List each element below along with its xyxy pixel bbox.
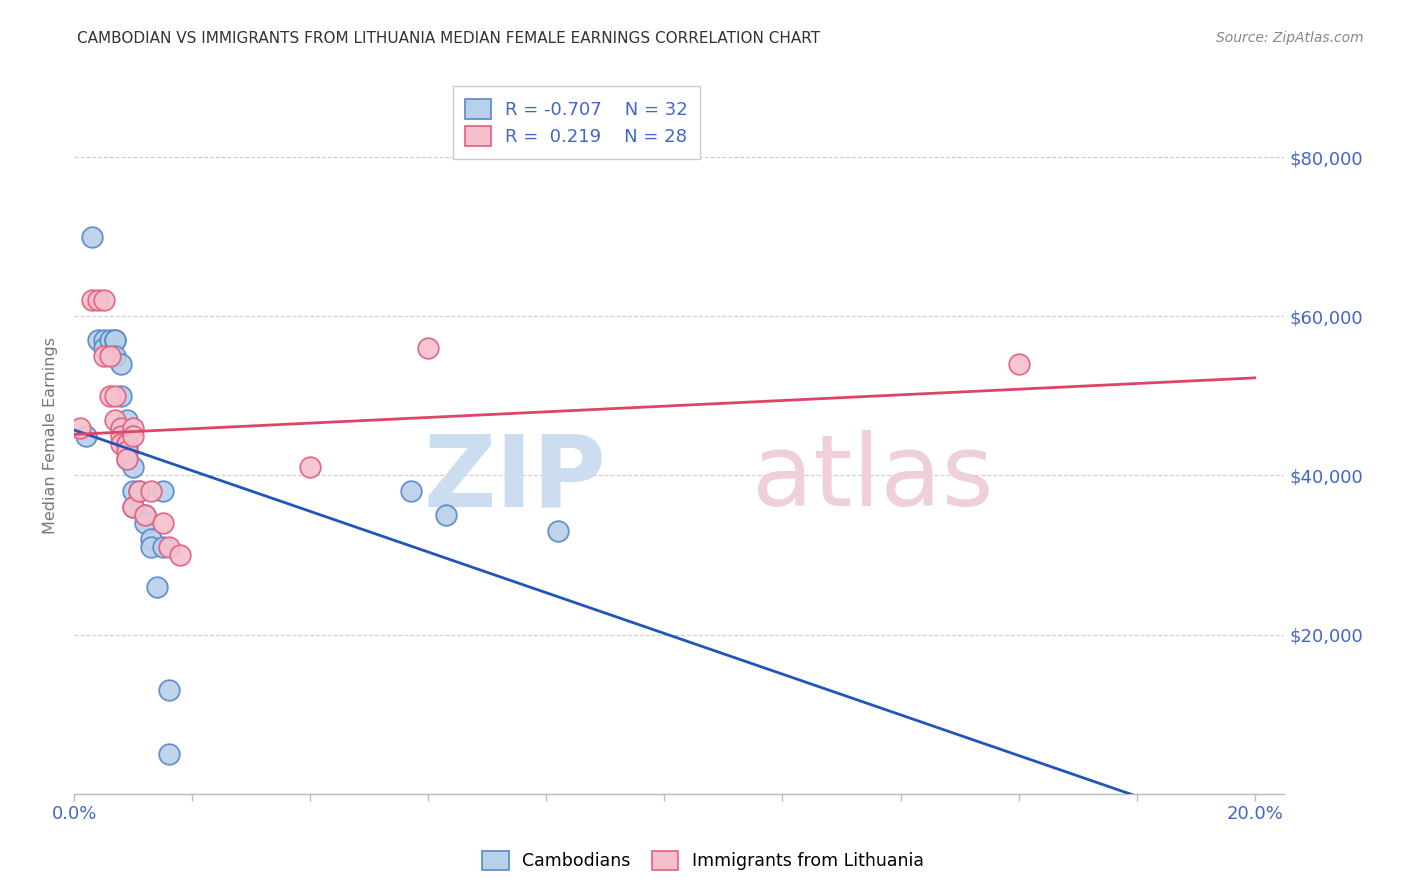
Point (104, 412, 127, 426)
Point (98, 333, 121, 347)
Point (98, 349, 121, 363)
Point (547, 524, 569, 538)
Point (134, 508, 156, 523)
Point (122, 500, 145, 515)
Point (86, 293, 108, 308)
Point (122, 460, 145, 475)
Point (115, 436, 138, 450)
Point (157, 540, 180, 554)
Point (418, 341, 440, 355)
Point (434, 508, 457, 523)
Point (110, 436, 132, 450)
Point (80, 229, 103, 244)
Point (128, 484, 150, 499)
Point (75, 428, 97, 442)
Point (1007, 357, 1029, 371)
Point (104, 349, 127, 363)
Point (157, 747, 180, 761)
Point (128, 484, 150, 499)
Point (110, 420, 132, 434)
Point (86, 333, 108, 347)
Text: atlas: atlas (752, 430, 994, 527)
Y-axis label: Median Female Earnings: Median Female Earnings (44, 337, 58, 534)
Point (115, 444, 138, 458)
Point (122, 428, 145, 442)
Text: CAMBODIAN VS IMMIGRANTS FROM LITHUANIA MEDIAN FEMALE EARNINGS CORRELATION CHART: CAMBODIAN VS IMMIGRANTS FROM LITHUANIA M… (77, 31, 821, 46)
Point (93, 341, 115, 355)
Point (169, 548, 191, 562)
Point (299, 460, 322, 475)
Point (145, 580, 167, 594)
Point (122, 420, 145, 434)
Point (152, 516, 174, 530)
Point (139, 540, 162, 554)
Point (93, 349, 115, 363)
Point (110, 389, 132, 403)
Point (104, 333, 127, 347)
Point (134, 508, 156, 523)
Point (139, 484, 162, 499)
Point (93, 333, 115, 347)
Point (152, 540, 174, 554)
Point (115, 444, 138, 458)
Point (134, 516, 156, 530)
Point (80, 293, 103, 308)
Point (115, 452, 138, 467)
Point (104, 389, 127, 403)
Point (157, 683, 180, 698)
Text: ZIP: ZIP (423, 430, 606, 527)
Point (115, 412, 138, 426)
Legend: R = -0.707    N = 32, R =  0.219    N = 28: R = -0.707 N = 32, R = 0.219 N = 28 (453, 87, 700, 159)
Point (93, 293, 115, 308)
Point (69, 420, 91, 434)
Point (115, 452, 138, 467)
Point (110, 357, 132, 371)
Point (122, 500, 145, 515)
Point (139, 532, 162, 546)
Point (399, 484, 422, 499)
Point (110, 428, 132, 442)
Point (104, 333, 127, 347)
Point (115, 436, 138, 450)
Point (98, 389, 121, 403)
Legend: Cambodians, Immigrants from Lithuania: Cambodians, Immigrants from Lithuania (474, 842, 932, 879)
Point (115, 436, 138, 450)
Point (122, 484, 145, 499)
Point (152, 484, 174, 499)
Point (110, 420, 132, 434)
Text: Source: ZipAtlas.com: Source: ZipAtlas.com (1216, 31, 1364, 45)
